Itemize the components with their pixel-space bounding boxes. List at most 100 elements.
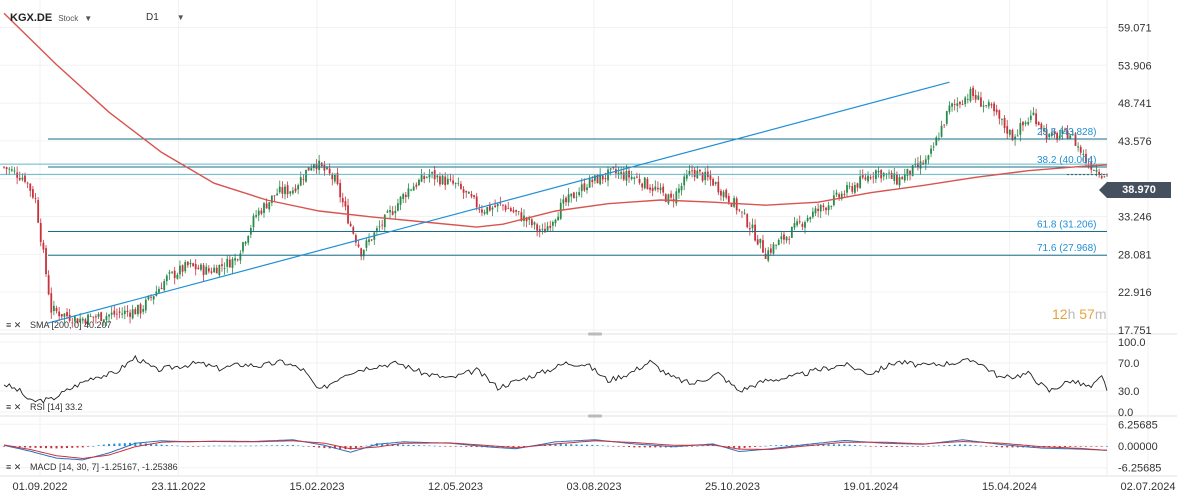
- candle-body: [1022, 121, 1024, 126]
- candle-body: [670, 193, 672, 198]
- candle-body: [533, 222, 536, 225]
- candle-body: [389, 210, 391, 213]
- candle-body: [861, 175, 864, 178]
- macd-histogram-bar: [953, 444, 956, 446]
- macd-histogram-bar: [570, 444, 573, 446]
- macd-histogram-bar: [239, 445, 242, 447]
- candle-body: [268, 202, 271, 210]
- candle-body: [150, 296, 152, 298]
- macd-pane[interactable]: MACD [14, 30, 7] -1.25167, -1.25386 ≡ ✕: [3, 439, 1108, 472]
- macd-histogram-bar: [291, 444, 294, 446]
- symbol-dropdown-icon[interactable]: ▼: [84, 13, 93, 23]
- candle-body: [838, 194, 841, 198]
- candle-body: [460, 183, 462, 189]
- price-tick-label: 28.081: [1118, 249, 1152, 261]
- candle-body: [376, 228, 378, 231]
- candle-body: [599, 174, 602, 185]
- candle-body: [402, 194, 405, 199]
- macd-histogram-bar: [843, 444, 846, 446]
- macd-histogram-bar: [160, 444, 163, 446]
- macd-histogram-bar: [591, 444, 594, 446]
- candle-body: [869, 177, 872, 179]
- macd-histogram-bar: [617, 446, 620, 447]
- macd-histogram-bar: [1006, 446, 1009, 448]
- pane-resize-handle: [588, 414, 602, 418]
- candle-body: [383, 214, 386, 228]
- macd-histogram-bar: [575, 444, 578, 446]
- candle-body: [691, 170, 693, 172]
- macd-histogram-bar: [985, 446, 988, 447]
- candle-body: [630, 176, 633, 179]
- macd-histogram-bar: [18, 446, 21, 448]
- candle-body: [790, 226, 793, 238]
- macd-histogram-bar: [491, 446, 494, 448]
- candle-body: [449, 178, 452, 180]
- candle-body: [184, 262, 187, 272]
- rsi-pane[interactable]: RSI [14] 33.2 ≡ ✕: [3, 354, 1108, 412]
- candle-body: [775, 244, 777, 246]
- candle-body: [483, 212, 486, 214]
- candle-body: [667, 194, 670, 204]
- candle-body: [494, 205, 496, 208]
- candle-body: [851, 186, 854, 192]
- candle-body: [546, 226, 549, 231]
- macd-histogram-bar: [775, 445, 778, 446]
- candle-body: [657, 187, 659, 190]
- macd-histogram-bar: [612, 446, 615, 447]
- candle-body: [649, 187, 651, 190]
- countdown-minutes: 57: [1079, 306, 1095, 322]
- candle-body: [853, 185, 856, 193]
- macd-histogram-bar: [906, 446, 909, 447]
- candle-body: [318, 160, 321, 170]
- candle-body: [344, 201, 347, 207]
- candle-body: [418, 179, 420, 186]
- candle-body: [29, 183, 32, 191]
- candle-body: [1103, 176, 1106, 178]
- macd-histogram-bar: [396, 444, 399, 446]
- candle-body: [972, 87, 974, 97]
- candle-body: [570, 193, 573, 197]
- candle-body: [431, 172, 433, 174]
- candle-body: [21, 177, 24, 180]
- timeframe-dropdown-icon[interactable]: ▼: [176, 13, 185, 22]
- candle-body: [129, 312, 131, 317]
- macd-histogram-bar: [297, 445, 300, 447]
- macd-histogram-bar: [1106, 446, 1108, 447]
- macd-histogram-bar: [958, 444, 961, 446]
- candle-body: [234, 258, 237, 261]
- candle-body: [541, 228, 544, 230]
- macd-histogram-bar: [202, 445, 205, 447]
- macd-histogram-bar: [848, 444, 851, 446]
- price-pane[interactable]: 23.6 (43.828) 38.2 (40.004) 61.8 (31.206) 7…: [0, 12, 1108, 330]
- candle-body: [583, 183, 586, 191]
- x-tick-label: 02.07.2024: [1120, 481, 1175, 493]
- candle-body: [152, 296, 155, 300]
- candle-body: [1095, 169, 1098, 172]
- macd-histogram-bar: [186, 446, 189, 447]
- macd-histogram-bar: [748, 446, 751, 448]
- candle-body: [37, 200, 40, 223]
- macd-histogram-bar: [349, 446, 352, 450]
- candle-body: [901, 177, 904, 180]
- candle-body: [662, 186, 665, 193]
- candle-body: [720, 190, 722, 196]
- symbol-name[interactable]: KGX.DE: [10, 12, 53, 24]
- candle-body: [142, 309, 145, 312]
- macd-histogram-bar: [1069, 446, 1072, 447]
- x-tick-label: 12.05.2023: [428, 481, 483, 493]
- candle-body: [580, 184, 583, 192]
- candle-body: [281, 187, 284, 194]
- macd-histogram-bar: [565, 444, 568, 446]
- candle-body: [92, 316, 95, 318]
- candle-body: [754, 224, 756, 241]
- candle-body: [940, 125, 943, 137]
- macd-histogram-bar: [1084, 446, 1087, 447]
- candle-body: [465, 190, 468, 193]
- candle-body: [218, 264, 221, 276]
- macd-histogram-bar: [596, 445, 599, 446]
- macd-histogram-bar: [507, 446, 510, 448]
- timeframe-selector[interactable]: D1 ▼: [146, 12, 185, 23]
- macd-histogram-bar: [969, 444, 972, 446]
- candle-body: [1035, 113, 1037, 125]
